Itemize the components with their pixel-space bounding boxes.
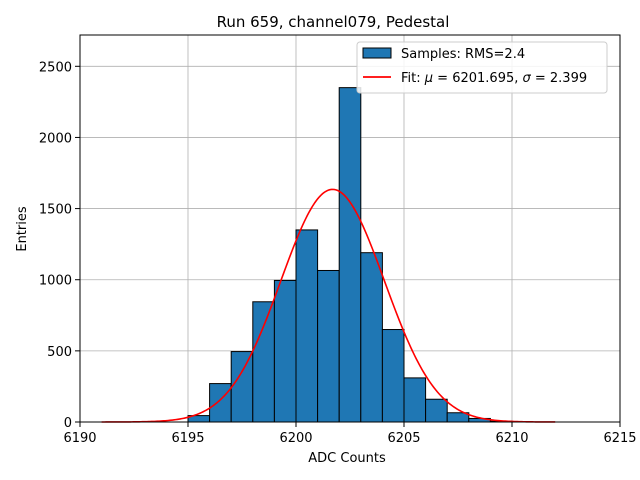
legend-box [356, 41, 608, 94]
histogram-bar [317, 269, 340, 423]
y-axis-ticks: 0 500 1000 1500 2000 2500 [39, 60, 80, 431]
y-tick-label: 2500 [39, 60, 72, 75]
x-axis-ticks: 6190 6195 6200 6205 6210 6215 [63, 422, 637, 446]
legend: Samples: RMS=2.4 Fit: μ = 6201.695, σ = … [356, 41, 608, 94]
legend-fit-mu-value: = 6201.695, [433, 71, 522, 86]
x-axis-title: ADC Counts [308, 451, 386, 466]
legend-label-fit: Fit: μ = 6201.695, σ = 2.399 [401, 71, 587, 86]
y-tick-label: 1500 [39, 203, 72, 218]
plot-frame [79, 34, 621, 423]
x-tick-label: 6215 [603, 431, 636, 446]
x-tick-label: 6200 [279, 431, 312, 446]
legend-fit-sigma-value: = 2.399 [531, 71, 587, 86]
histogram-bar [209, 383, 232, 423]
histogram-bar [252, 301, 275, 423]
histogram-bar [403, 377, 427, 423]
legend-fit-prefix: Fit: [401, 71, 425, 86]
y-axis-title: Entries [15, 206, 30, 252]
y-tick-label: 0 [64, 416, 72, 431]
y-tick-label: 500 [47, 345, 72, 360]
y-tick-label: 1000 [39, 274, 72, 289]
legend-fit-sigma-symbol: σ [523, 71, 532, 86]
legend-label-samples: Samples: RMS=2.4 [401, 47, 525, 62]
histogram-bar [230, 351, 254, 423]
legend-fit-mu-symbol: μ [424, 71, 433, 86]
x-tick-label: 6210 [495, 431, 528, 446]
histogram-bar [273, 279, 297, 423]
histogram-bar [425, 398, 448, 423]
chart-title: Run 659, channel079, Pedestal [217, 13, 450, 31]
fit-curve [101, 188, 556, 423]
histogram-bar [295, 229, 319, 423]
x-tick-label: 6190 [63, 431, 96, 446]
histogram-bars [187, 87, 513, 423]
x-tick-label: 6205 [387, 431, 420, 446]
histogram-bar [381, 329, 405, 423]
y-tick-label: 2000 [39, 131, 72, 146]
histogram-bar [360, 252, 383, 423]
legend-swatch-samples [362, 47, 392, 59]
histogram-bar [338, 87, 362, 423]
x-tick-label: 6195 [171, 431, 204, 446]
